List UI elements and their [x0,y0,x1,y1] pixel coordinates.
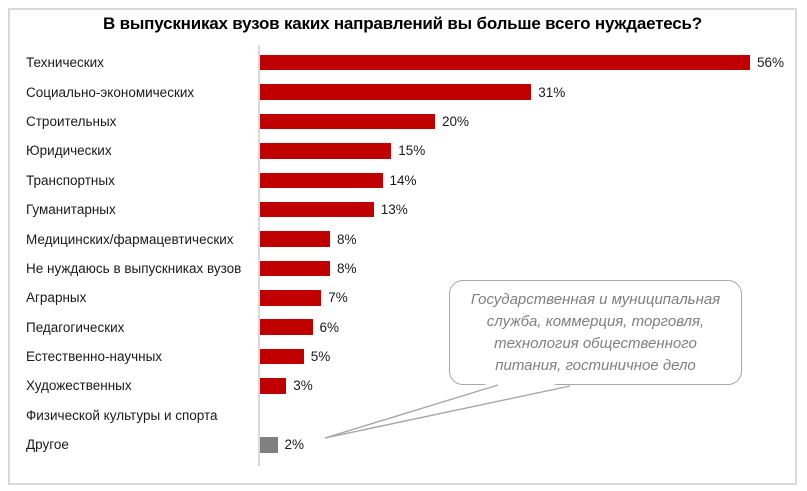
callout-text-line: служба, коммерция, торговля, [486,312,705,330]
bar [260,201,374,218]
category-label: Не нуждаюсь в выпускниках вузов [26,260,242,276]
chart-row: Гуманитарных 13% [8,195,797,224]
value-label: 13% [380,202,408,218]
chart-row: Художественных 3% [8,371,797,400]
category-label: Художественных [26,378,132,394]
bar [260,437,278,453]
value-label: 8% [337,231,357,247]
category-label: Юридических [26,143,112,159]
value-label: 14% [389,172,417,188]
bar-zone: 2% [258,430,797,459]
bar [260,54,750,71]
y-axis-line [258,45,260,466]
chart-row: Транспортных 14% [8,166,797,195]
category-label: Транспортных [26,172,115,188]
callout-bubble: Государственная и муниципальная служба, к… [449,280,742,385]
bar [260,378,287,394]
value-label: 3% [293,378,313,394]
category-label: Естественно-научных [26,349,163,365]
bar [260,84,532,100]
bar [260,348,304,365]
bar-chart-rows: Технических 56% Социально-экономических 31%… [8,48,797,459]
bar-zone: 15% [258,136,797,165]
bar [260,113,435,130]
bar-zone [258,401,797,430]
bar-zone: 8% [258,224,797,253]
value-label: 7% [328,290,348,306]
category-label: Медицинских/фармацевтических [26,231,234,247]
category-label: Строительных [26,113,117,129]
chart-row: Технических 56% [8,48,797,77]
bar-zone: 14% [258,166,797,195]
bar [260,172,383,188]
chart-title: В выпускниках вузов каких направлений вы… [103,14,702,33]
category-label: Аграрных [26,290,87,306]
bar [260,319,313,335]
bar-zone: 8% [258,254,797,283]
chart-row: Не нуждаюсь в выпускниках вузов 8% [8,254,797,283]
value-label: 15% [398,143,426,159]
bar [260,143,392,159]
bar-zone: 56% [258,48,797,77]
bar-zone: 31% [258,77,797,106]
bar-zone: 3% [258,371,797,400]
category-label: Технических [26,55,104,71]
bar [260,231,330,247]
category-label: Социально-экономических [26,84,195,100]
bar [260,290,322,306]
chart-row: Физической культуры и спорта [8,401,797,430]
bar-zone: 7% [258,283,797,312]
chart-row: Естественно-научных 5% [8,342,797,371]
category-label: Педагогических [26,319,125,335]
bar-zone: 13% [258,195,797,224]
chart-row: Юридических 15% [8,136,797,165]
category-label: Гуманитарных [26,202,116,218]
value-label: 20% [442,113,470,129]
value-label: 8% [337,260,357,276]
chart-row: Строительных 20% [8,107,797,136]
chart-row: Педагогических 6% [8,313,797,342]
bar-zone: 5% [258,342,797,371]
value-label: 5% [310,349,331,365]
callout-text-line: технология общественного [494,334,697,352]
value-label: 6% [319,319,340,335]
category-label: Физической культуры и спорта [26,407,218,423]
chart-row: Другое 2% [8,430,797,459]
callout-text-line: питания, гостиничное дело [495,356,696,374]
callout-text-line: Государственная и муниципальная [470,290,721,308]
chart-row: Социально-экономических 31% [8,77,797,106]
bar-zone: 20% [258,107,797,136]
category-label: Другое [26,437,69,453]
value-label: 2% [284,437,305,453]
bar-zone: 6% [258,313,797,342]
chart-row: Аграрных 7% [8,283,797,312]
value-label: 31% [538,84,566,100]
chart-row: Медицинских/фармацевтических 8% [8,224,797,253]
bar [260,260,330,277]
value-label: 56% [757,55,785,71]
